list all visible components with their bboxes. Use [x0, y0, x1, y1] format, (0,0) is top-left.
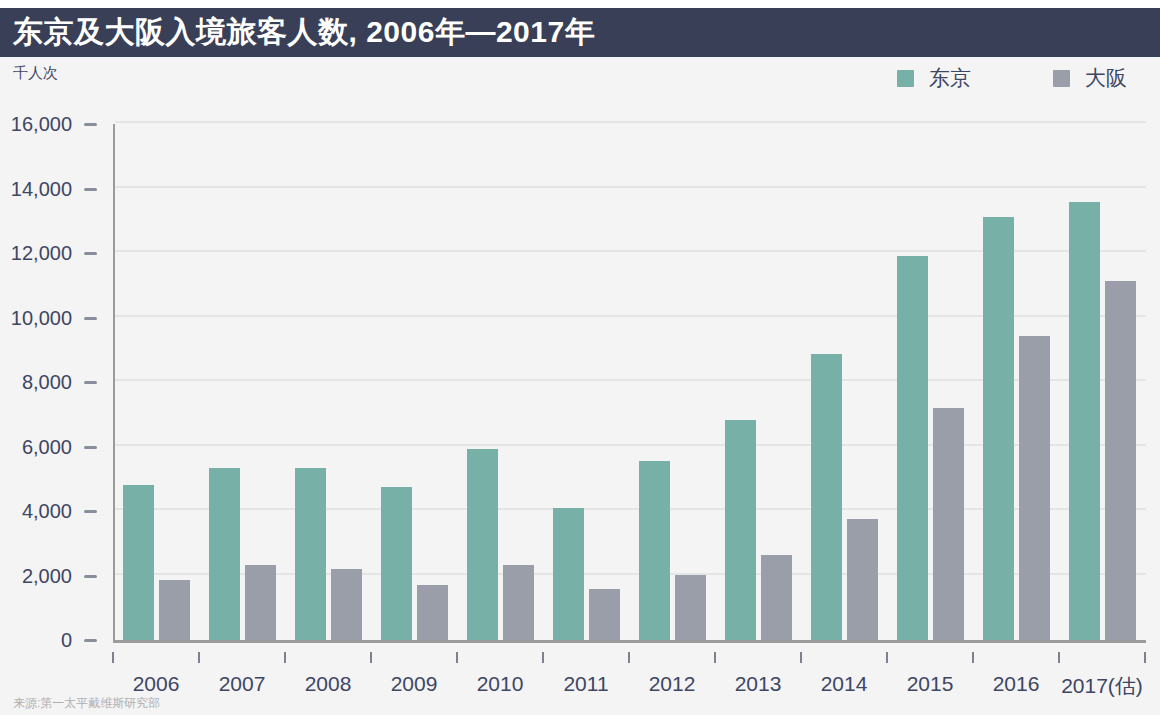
bar-tokyo-2015 — [897, 256, 928, 640]
title-bar: 东京及大阪入境旅客人数, 2006年—2017年 — [0, 8, 1160, 57]
x-axis-tick — [456, 652, 458, 663]
y-axis-label: 16,000 — [0, 112, 72, 136]
x-axis-label: 2016 — [973, 672, 1059, 696]
bar-tokyo-2007 — [209, 468, 240, 640]
bar-osaka-2010 — [503, 565, 534, 640]
x-axis-label: 2007 — [199, 672, 285, 696]
bar-tokyo-2006 — [123, 485, 154, 640]
x-axis-label: 2011 — [543, 672, 629, 696]
y-axis-label: 14,000 — [0, 177, 72, 201]
y-axis-label: 8,000 — [0, 370, 72, 394]
bar-tokyo-2014 — [811, 354, 842, 640]
x-axis-label: 2010 — [457, 672, 543, 696]
bar-osaka-2006 — [159, 580, 190, 640]
x-axis-tick — [800, 652, 802, 663]
bar-tokyo-2009 — [381, 487, 412, 640]
x-axis-tick — [1144, 652, 1146, 663]
x-axis-label: 2017(估) — [1059, 672, 1145, 700]
x-axis-tick — [714, 652, 716, 663]
y-axis-tick — [84, 381, 97, 384]
bar-tokyo-2008 — [295, 468, 326, 640]
gridline — [115, 121, 1146, 123]
x-axis-tick — [284, 652, 286, 663]
x-axis-label: 2014 — [801, 672, 887, 696]
bar-osaka-2017(估) — [1105, 281, 1136, 640]
bar-tokyo-2011 — [553, 508, 584, 640]
bar-tokyo-2012 — [639, 461, 670, 640]
y-axis-tick — [84, 123, 97, 126]
x-axis-tick — [1058, 652, 1060, 663]
y-axis-label: 0 — [0, 628, 72, 652]
x-axis-label: 2012 — [629, 672, 715, 696]
bar-tokyo-2016 — [983, 217, 1014, 640]
bar-osaka-2012 — [675, 575, 706, 640]
bar-osaka-2016 — [1019, 336, 1050, 640]
y-axis-tick — [84, 252, 97, 255]
chart-title: 东京及大阪入境旅客人数, 2006年—2017年 — [13, 12, 595, 53]
bar-tokyo-2017(估) — [1069, 202, 1100, 640]
bar-osaka-2011 — [589, 589, 620, 640]
y-axis-label: 6,000 — [0, 435, 72, 459]
bar-osaka-2009 — [417, 585, 448, 640]
y-axis-tick — [84, 188, 97, 191]
y-axis-label: 12,000 — [0, 241, 72, 265]
y-axis-tick — [84, 317, 97, 320]
x-axis-tick — [198, 652, 200, 663]
bar-osaka-2008 — [331, 569, 362, 640]
legend: 东京 大阪 — [0, 64, 1160, 88]
legend-item-osaka: 大阪 — [1053, 64, 1127, 92]
bar-tokyo-2013 — [725, 420, 756, 640]
tokyo-swatch-icon — [897, 70, 914, 87]
bar-osaka-2015 — [933, 408, 964, 640]
x-axis-label: 2013 — [715, 672, 801, 696]
source-label: 来源:第一太平戴维斯研究部 — [13, 695, 160, 712]
y-axis-label: 10,000 — [0, 306, 72, 330]
gridline — [115, 186, 1146, 188]
osaka-swatch-icon — [1053, 70, 1070, 87]
plot-area — [113, 124, 1146, 643]
x-axis-tick — [112, 652, 114, 663]
y-axis-label: 4,000 — [0, 499, 72, 523]
y-axis-label: 2,000 — [0, 564, 72, 588]
y-axis-tick — [84, 575, 97, 578]
bar-osaka-2007 — [245, 565, 276, 640]
bar-tokyo-2010 — [467, 449, 498, 640]
legend-item-tokyo: 东京 — [897, 64, 971, 92]
y-axis-tick — [84, 446, 97, 449]
bar-osaka-2013 — [761, 555, 792, 640]
bar-osaka-2014 — [847, 519, 878, 640]
y-axis-tick — [84, 639, 97, 642]
x-axis-label: 2015 — [887, 672, 973, 696]
x-axis-tick — [370, 652, 372, 663]
top-strip — [0, 0, 1160, 8]
y-axis-tick — [84, 510, 97, 513]
legend-label-osaka: 大阪 — [1085, 64, 1127, 92]
x-axis-label: 2009 — [371, 672, 457, 696]
x-axis-tick — [886, 652, 888, 663]
x-axis-label: 2006 — [113, 672, 199, 696]
x-axis-tick — [542, 652, 544, 663]
legend-label-tokyo: 东京 — [929, 64, 971, 92]
x-axis-tick — [628, 652, 630, 663]
x-axis-tick — [972, 652, 974, 663]
x-axis-label: 2008 — [285, 672, 371, 696]
